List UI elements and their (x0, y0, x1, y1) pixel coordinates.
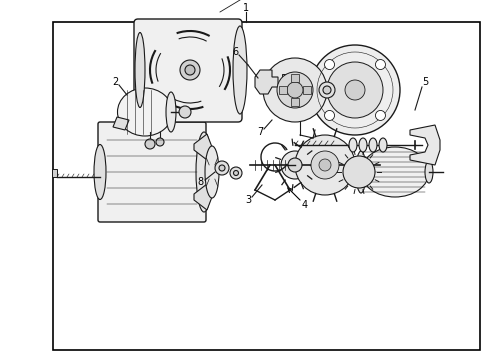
Circle shape (324, 111, 335, 121)
Circle shape (343, 156, 375, 188)
Ellipse shape (233, 26, 247, 114)
Circle shape (375, 59, 386, 69)
Circle shape (287, 82, 303, 98)
Circle shape (281, 151, 309, 179)
Ellipse shape (361, 147, 429, 197)
Ellipse shape (369, 138, 377, 152)
Ellipse shape (349, 138, 357, 152)
Text: 5: 5 (422, 77, 428, 87)
Ellipse shape (359, 138, 367, 152)
Circle shape (145, 139, 155, 149)
Circle shape (234, 171, 239, 176)
Bar (291, 98, 299, 106)
Circle shape (319, 159, 331, 171)
Circle shape (179, 106, 191, 118)
Bar (53, 22, 480, 350)
FancyBboxPatch shape (134, 19, 242, 122)
Text: 6: 6 (232, 47, 238, 57)
Text: 8: 8 (197, 177, 203, 187)
Circle shape (215, 161, 229, 175)
Circle shape (295, 135, 355, 195)
Bar (303, 86, 311, 94)
Circle shape (185, 65, 195, 75)
Circle shape (263, 58, 327, 122)
Circle shape (230, 167, 242, 179)
Ellipse shape (425, 161, 433, 183)
Text: 1: 1 (243, 3, 249, 13)
Bar (291, 74, 299, 82)
Text: 2: 2 (112, 77, 118, 87)
Ellipse shape (118, 88, 172, 136)
Circle shape (156, 138, 164, 146)
Circle shape (180, 60, 200, 80)
Circle shape (310, 45, 400, 135)
Circle shape (323, 86, 331, 94)
Ellipse shape (135, 32, 145, 108)
Ellipse shape (166, 92, 176, 132)
Circle shape (319, 82, 335, 98)
Text: 7: 7 (257, 127, 263, 137)
Polygon shape (255, 70, 278, 94)
Circle shape (375, 111, 386, 121)
Circle shape (345, 80, 365, 100)
Text: 3: 3 (245, 195, 251, 205)
FancyBboxPatch shape (98, 122, 206, 222)
Circle shape (311, 151, 339, 179)
Circle shape (327, 62, 383, 118)
Polygon shape (194, 184, 212, 210)
Ellipse shape (196, 132, 212, 212)
Bar (282, 74, 302, 90)
Circle shape (288, 158, 302, 172)
Ellipse shape (94, 144, 106, 199)
Ellipse shape (205, 146, 219, 198)
Circle shape (277, 72, 313, 108)
Ellipse shape (356, 151, 366, 193)
Polygon shape (52, 169, 57, 177)
Polygon shape (113, 117, 129, 130)
Circle shape (219, 165, 225, 171)
Circle shape (324, 59, 335, 69)
Polygon shape (194, 134, 212, 160)
Text: 4: 4 (302, 200, 308, 210)
Ellipse shape (379, 138, 387, 152)
Polygon shape (410, 125, 440, 165)
Bar (279, 86, 287, 94)
